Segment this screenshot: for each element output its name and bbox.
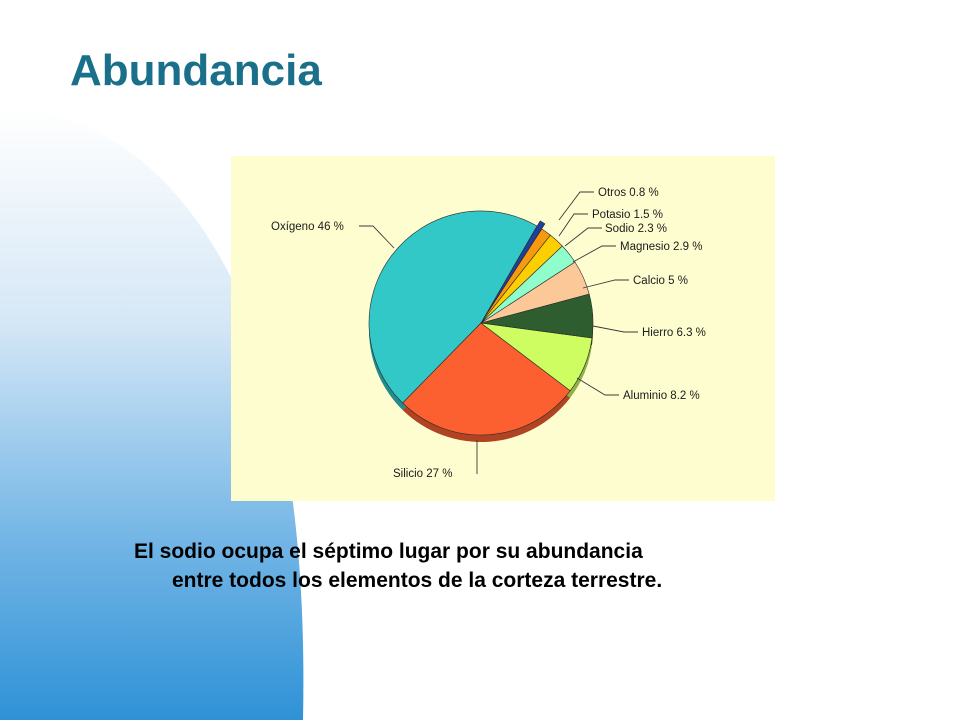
- slice-label-aluminio: Aluminio 8.2 %: [623, 390, 700, 402]
- leader-line-calcio: [582, 279, 629, 289]
- leader-line-magnesio: [572, 245, 616, 263]
- slice-label-calcio: Calcio 5 %: [633, 275, 688, 287]
- leader-line-aluminio: [576, 377, 619, 396]
- slice-label-silicio: Silicio 27 %: [393, 468, 452, 480]
- pie-slice-otros: [483, 220, 546, 319]
- pie-chart-panel: Oxígeno 46 % Silicio 27 % Aluminio 8.2 % Hi…: [231, 156, 775, 501]
- pie-labels: Oxígeno 46 % Silicio 27 % Aluminio 8.2 % Hi…: [271, 187, 706, 480]
- slice-label-hierro: Hierro 6.3 %: [642, 327, 706, 339]
- pie-slices: [368, 210, 594, 436]
- leader-line-oxígeno: [359, 225, 395, 249]
- leader-line-otros: [558, 191, 594, 221]
- decor-curve-shape: [0, 109, 304, 720]
- pie-chart: Oxígeno 46 % Silicio 27 % Aluminio 8.2 % Hi…: [271, 187, 706, 480]
- caption: El sodio ocupa el séptimo lugar por su a…: [134, 537, 854, 595]
- pie-slice-silicio: [402, 322, 571, 436]
- caption-line-1: El sodio ocupa el séptimo lugar por su a…: [134, 540, 643, 563]
- slice-label-potasio: Potasio 1.5 %: [592, 209, 663, 221]
- slice-label-otros: Otros 0.8 %: [598, 187, 659, 199]
- leader-line-sodio: [564, 227, 602, 247]
- leader-line-hierro: [592, 325, 638, 333]
- pie-slice-oxígeno: [368, 210, 538, 404]
- slice-label-magnesio: Magnesio 2.9 %: [620, 241, 702, 253]
- slice-label-sodio: Sodio 2.3 %: [605, 223, 667, 235]
- caption-line-2: entre todos los elementos de la corteza …: [172, 569, 663, 592]
- leader-line-potasio: [558, 213, 588, 237]
- slice-label-oxígeno: Oxígeno 46 %: [271, 221, 344, 233]
- slide-title: Abundancia: [70, 46, 322, 95]
